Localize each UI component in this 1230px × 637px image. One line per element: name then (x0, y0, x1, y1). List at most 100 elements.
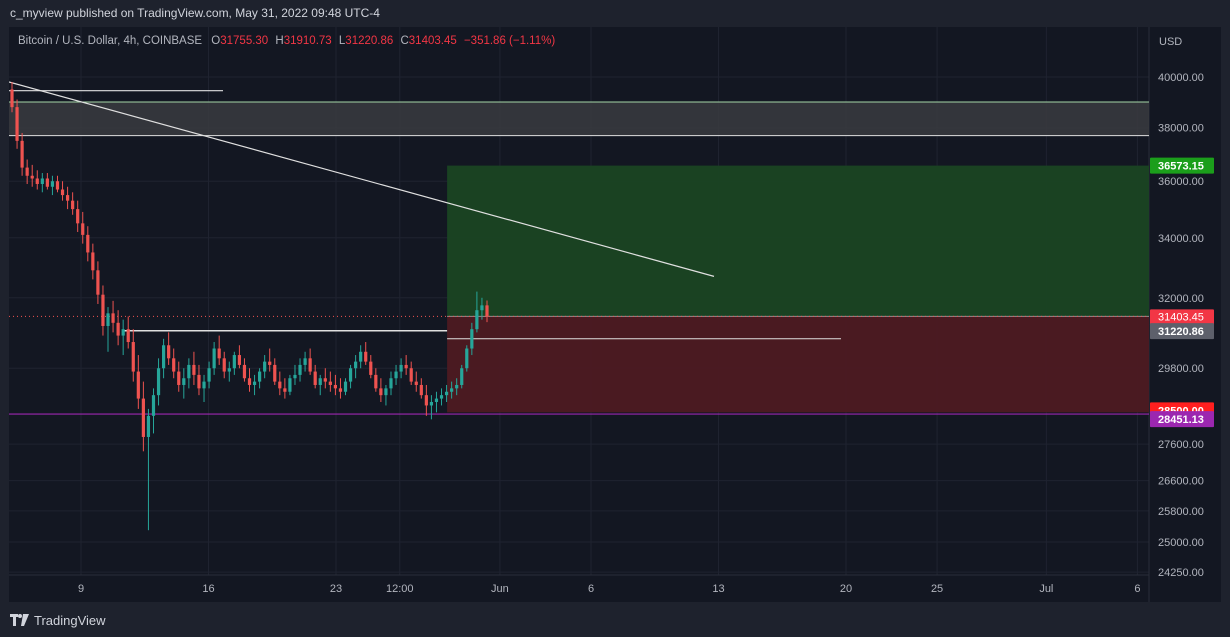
price-badge-low: 31220.86 (1150, 323, 1214, 340)
candle-body (348, 368, 353, 382)
chart-panel[interactable]: USD 40000.00 38000.00 36000.00 34000.00 32000… (9, 27, 1221, 602)
currency-label: USD (1159, 36, 1182, 48)
candle-body (227, 368, 231, 372)
candle-body (81, 223, 85, 235)
time-tick-label: 20 (840, 583, 852, 595)
candle-body (50, 181, 55, 187)
price-tick-label: 36000.00 (1158, 176, 1204, 188)
candle-body (242, 364, 247, 379)
candle-body (40, 178, 44, 184)
price-tick-label: 40000.00 (1158, 72, 1204, 84)
candle-body (409, 368, 413, 382)
candle-body (96, 270, 100, 295)
candle-body (182, 378, 186, 385)
candle-body (399, 364, 403, 372)
candle-body (298, 364, 302, 375)
candle-body (404, 364, 408, 369)
candle-body (86, 234, 90, 253)
candle-body (278, 381, 282, 389)
candle-body (30, 175, 34, 179)
trend-line (9, 81, 715, 277)
candle-body (475, 310, 479, 330)
time-tick-label: 12:00 (386, 583, 414, 595)
candle-body (212, 348, 216, 369)
price-badge-bg (1150, 411, 1214, 428)
price-chart[interactable]: USD 40000.00 38000.00 36000.00 34000.00 32000… (9, 27, 1221, 602)
candle-body (141, 398, 145, 437)
candle-body (232, 355, 236, 369)
time-tick-label: 9 (78, 583, 84, 595)
price-badge-label: 31403.45 (1158, 311, 1204, 323)
time-tick-label: Jun (491, 583, 509, 595)
price-badge-bg (1150, 323, 1214, 340)
candle-body (263, 361, 267, 372)
candle-body (217, 348, 221, 359)
price-badge-target: 36573.15 (1150, 157, 1214, 174)
candle-body (470, 329, 474, 349)
candle-body (318, 378, 322, 385)
candle-body (273, 364, 277, 382)
candle-body (313, 371, 317, 385)
candle-body (429, 402, 434, 406)
candle-body (268, 361, 272, 365)
price-tick-label: 26600.00 (1158, 476, 1204, 488)
candle-body (187, 364, 191, 379)
candle-body (101, 294, 105, 326)
tradingview-logo-icon (10, 614, 29, 626)
candle-body (303, 358, 307, 365)
candle-body (237, 355, 241, 365)
candle-body (177, 371, 181, 385)
candle-body (419, 384, 423, 396)
candle-body (60, 189, 65, 196)
candle-body (161, 345, 166, 369)
candles-group (10, 81, 489, 531)
price-badge-label: 31220.86 (1158, 326, 1204, 338)
time-tick-label: 6 (1134, 583, 1140, 595)
price-badge-label: 36573.15 (1158, 161, 1204, 173)
candle-body (71, 200, 75, 210)
time-tick-label: Jul (1039, 583, 1053, 595)
candle-body (364, 351, 368, 362)
candle-body (338, 388, 343, 392)
publisher-line: c_myview published on TradingView.com, M… (10, 6, 380, 20)
price-badge-support: 28451.13 (1150, 411, 1214, 428)
candle-body (172, 358, 176, 372)
footer-brand[interactable]: TradingView (10, 611, 106, 629)
candle-body (379, 388, 383, 396)
candle-body (323, 378, 327, 382)
price-badge-label: 28451.13 (1158, 414, 1204, 426)
candle-body (374, 374, 378, 389)
candle-body (136, 371, 140, 399)
candle-body (414, 381, 418, 385)
candle-body (328, 381, 332, 385)
candle-body (480, 305, 484, 311)
candle-body (167, 345, 171, 359)
candle-body (192, 364, 196, 375)
candle-body (439, 395, 444, 399)
candle-body (121, 329, 125, 336)
candle-body (35, 178, 39, 184)
price-tick-label: 24250.00 (1158, 567, 1204, 579)
candle-body (394, 371, 398, 379)
candle-body (55, 181, 60, 190)
candle-body (91, 252, 95, 271)
price-tick-label: 38000.00 (1158, 123, 1204, 135)
candle-body (333, 384, 338, 389)
price-tick-label: 32000.00 (1158, 293, 1204, 305)
candle-body (20, 140, 24, 168)
candle-body (434, 398, 439, 403)
candle-body (359, 351, 363, 362)
candle-body (283, 388, 287, 392)
candle-body (369, 361, 373, 375)
time-tick-label: 13 (712, 583, 724, 595)
brand-name: TradingView (34, 612, 106, 628)
candle-body (288, 378, 292, 392)
candle-body (450, 388, 454, 392)
candle-body (106, 313, 110, 326)
candle-body (343, 381, 348, 392)
price-tick-label: 29800.00 (1158, 363, 1204, 375)
price-tick-label: 27600.00 (1158, 439, 1204, 451)
candle-body (202, 381, 206, 389)
resistance-zone (9, 102, 1149, 136)
candle-body (131, 342, 135, 372)
